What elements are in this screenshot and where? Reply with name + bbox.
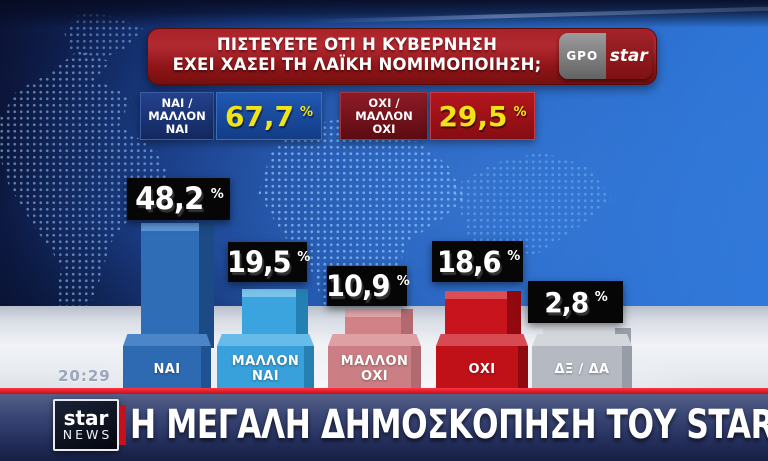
- category-label: ΜΑΛΛΟΝ ΟΧΙ: [340, 354, 409, 384]
- value-tag-dx-da: 2,8 %: [528, 281, 623, 323]
- pedestal-nai: ΝΑΙ: [123, 334, 211, 392]
- top-vignette: [0, 0, 768, 28]
- percent-sign: %: [507, 249, 521, 264]
- gpo-logo-text: GPO: [559, 33, 606, 79]
- category-label: ΝΑΙ: [153, 361, 181, 377]
- timestamp: 20:29: [58, 367, 111, 385]
- bar-nai: [141, 223, 214, 348]
- star-news-logo: star NEWS: [53, 399, 119, 451]
- summary-yes-label: ΝΑΙ / ΜΑΛΛΟΝ ΝΑΙ: [140, 92, 214, 140]
- summary-no-label: ΟΧΙ / ΜΑΛΛΟΝ ΟΧΙ: [340, 92, 428, 140]
- pedestal-mallon-oxi: ΜΑΛΛΟΝ ΟΧΙ: [328, 334, 421, 392]
- percent-sign: %: [396, 273, 410, 289]
- value-tag-oxi: 18,6 %: [432, 241, 523, 282]
- poll-question: ΠΙΣΤΕΥΕΤΕ ΟΤΙ Η ΚΥΒΕΡΝΗΣΗ ΕΧΕΙ ΧΑΣΕΙ ΤΗ …: [158, 35, 556, 77]
- banner-headline: Η ΜΕΓΑΛΗ ΔΗΜΟΣΚΟΠΗΣΗ ΤΟΥ STAR: [130, 402, 768, 448]
- percent-sign: %: [210, 186, 224, 202]
- red-divider-bar: [119, 405, 126, 445]
- category-label: ΜΑΛΛΟΝ ΝΑΙ: [231, 354, 300, 384]
- red-separator-line: [0, 388, 768, 394]
- lower-third-banner: star NEWS Η ΜΕΓΑΛΗ ΔΗΜΟΣΚΟΠΗΣΗ ΤΟΥ STAR: [0, 394, 768, 461]
- question-banner: ΠΙΣΤΕΥΕΤΕ ΟΤΙ Η ΚΥΒΕΡΝΗΣΗ ΕΧΕΙ ΧΑΣΕΙ ΤΗ …: [147, 28, 657, 85]
- summary-yes-value: 67,7 %: [216, 92, 322, 140]
- percent-sign: %: [594, 289, 608, 305]
- value-tag-mallon-oxi: 10,9 %: [326, 266, 410, 306]
- poll-question-line1: ΠΙΣΤΕΥΕΤΕ ΟΤΙ Η ΚΥΒΕΡΝΗΣΗ: [216, 35, 498, 54]
- gpo-star-logo: GPO star: [559, 33, 652, 79]
- percent-sign: %: [300, 104, 314, 120]
- value-tag-nai: 48,2 %: [127, 178, 230, 220]
- category-label: ΟΧΙ: [468, 361, 496, 377]
- star-logo-text: star: [605, 33, 652, 79]
- percent-sign: %: [513, 104, 527, 120]
- pedestal-dx-da: ΔΞ / ΔΑ: [532, 334, 632, 392]
- value-tag-mallon-nai: 19,5 %: [227, 242, 311, 282]
- category-label: ΔΞ / ΔΑ: [554, 361, 610, 377]
- pedestal-mallon-nai: ΜΑΛΛΟΝ ΝΑΙ: [217, 334, 314, 392]
- summary-no-value: 29,5 %: [430, 92, 535, 140]
- percent-sign: %: [297, 249, 311, 265]
- poll-question-line2: ΕΧΕΙ ΧΑΣΕΙ ΤΗ ΛΑΪΚΗ ΝΟΜΙΜΟΠΟΙΗΣΗ;: [172, 55, 542, 74]
- pedestal-oxi: ΟΧΙ: [436, 334, 528, 392]
